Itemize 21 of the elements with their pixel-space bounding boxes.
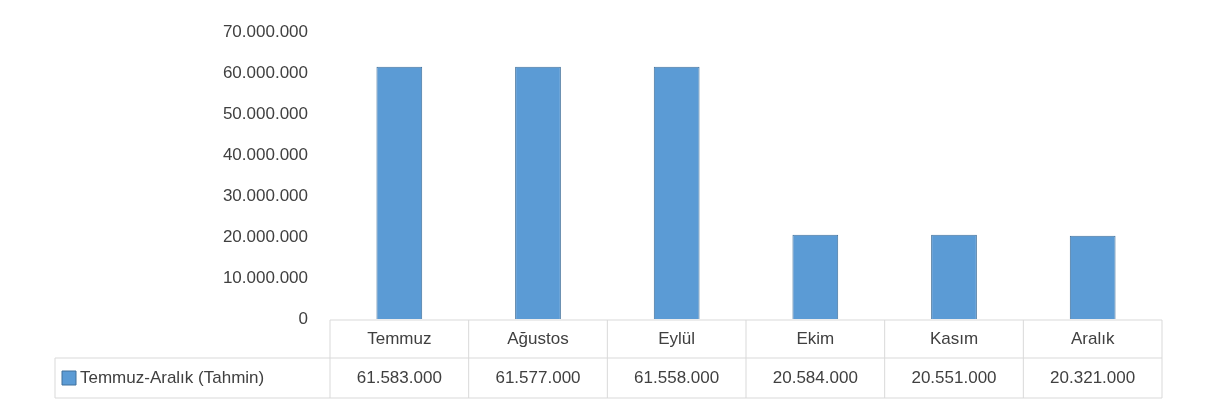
y-tick-label: 60.000.000 <box>222 62 308 82</box>
data-label: 20.584.000 <box>772 367 858 387</box>
y-tick-label: 70.000.000 <box>222 21 308 41</box>
x-tick-label: Ekim <box>796 328 835 348</box>
data-label: 61.583.000 <box>356 367 442 387</box>
y-tick-label: 50.000.000 <box>222 103 308 123</box>
x-tick-label: Kasım <box>929 328 979 348</box>
x-tick-label: Aralık <box>1070 328 1115 348</box>
data-label: 61.577.000 <box>495 367 581 387</box>
y-tick-label: 0 <box>298 308 308 328</box>
x-tick-label: Ağustos <box>507 328 569 348</box>
x-tick-label: Eylül <box>658 328 696 348</box>
y-tick-label: 20.000.000 <box>222 226 308 246</box>
data-label: 20.321.000 <box>1050 367 1136 387</box>
y-tick-label: 10.000.000 <box>222 267 308 287</box>
y-tick-label: 30.000.000 <box>222 185 308 205</box>
data-label: 20.551.000 <box>911 367 997 387</box>
y-tick-label: 40.000.000 <box>222 144 308 164</box>
x-tick-label: Temmuz <box>367 328 432 348</box>
data-label: 61.558.000 <box>634 367 720 387</box>
legend-label: Temmuz-Aralık (Tahmin) <box>80 367 265 387</box>
